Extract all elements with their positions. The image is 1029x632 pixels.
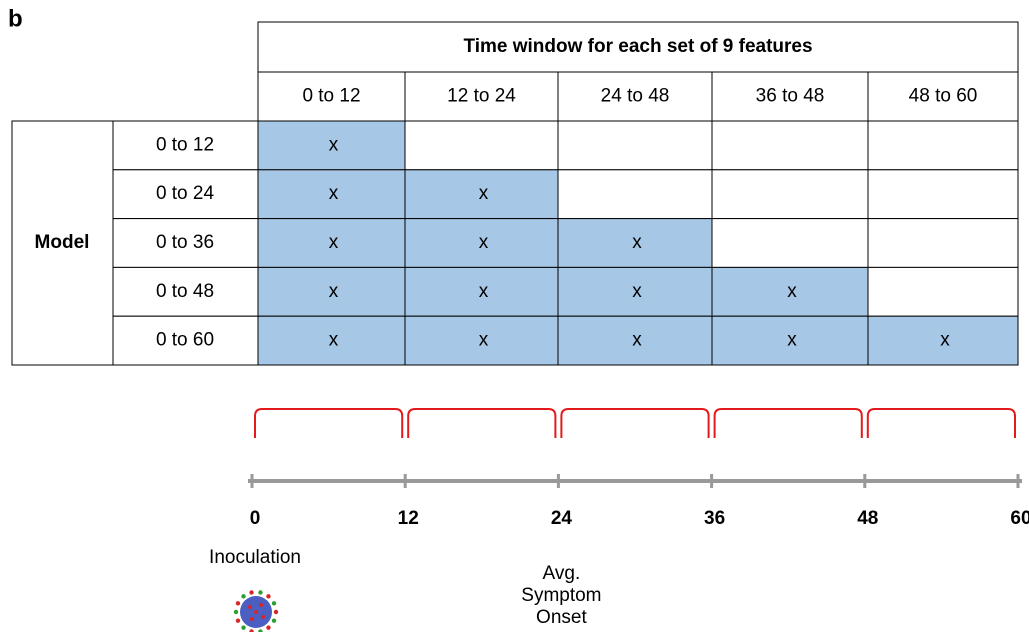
timeline-annotation: Inoculation — [209, 547, 301, 568]
cell — [557, 266, 713, 317]
timeline-tick-label: 36 — [704, 508, 725, 529]
virus-spike — [258, 629, 263, 632]
cell — [711, 266, 869, 317]
virus-spike — [249, 629, 254, 632]
virus-spike — [241, 625, 246, 630]
cell-mark: x — [479, 281, 489, 302]
brace — [254, 408, 404, 438]
cell-mark: x — [479, 330, 489, 351]
cell-mark: x — [329, 183, 339, 204]
virus-spike — [266, 625, 271, 630]
cell — [257, 315, 406, 366]
virus-spike — [249, 590, 254, 595]
virus-dot — [254, 610, 258, 614]
brace — [866, 408, 1016, 438]
virus-spike — [233, 609, 239, 615]
row-group-label: Model — [35, 232, 90, 253]
cell — [867, 169, 1019, 220]
column-header-cell — [557, 71, 713, 122]
row-label-cell — [112, 120, 259, 171]
timeline-annotation: Avg. — [543, 563, 581, 584]
timeline-tick-label: 12 — [398, 508, 419, 529]
panel-label: b — [8, 5, 23, 32]
cell-mark: x — [329, 134, 339, 155]
header-cell — [257, 21, 1019, 73]
timeline-tick-label: 48 — [857, 508, 878, 529]
timeline-tick-label: 24 — [551, 508, 573, 529]
column-header: 12 to 24 — [447, 86, 516, 107]
column-header-cell — [867, 71, 1019, 122]
cell — [711, 120, 869, 171]
cell-mark: x — [329, 281, 339, 302]
cell — [557, 315, 713, 366]
row-label-cell — [112, 218, 259, 268]
virus-dot — [248, 605, 252, 609]
virus-spike — [273, 609, 279, 615]
timeline-annotation: Onset — [536, 607, 587, 628]
virus-spike — [271, 601, 277, 606]
column-header-cell — [257, 71, 406, 122]
cell — [867, 266, 1019, 317]
column-header: 0 to 12 — [302, 86, 360, 107]
cell-mark: x — [787, 330, 797, 351]
cell — [404, 169, 559, 220]
cell — [711, 218, 869, 268]
virus-dot — [261, 615, 265, 619]
cell — [557, 169, 713, 220]
brace — [407, 408, 557, 438]
cell — [404, 120, 559, 171]
virus-spike — [271, 618, 277, 623]
column-header-cell — [711, 71, 869, 122]
timeline-annotation: Symptom — [521, 585, 601, 606]
column-header: 24 to 48 — [601, 86, 670, 107]
cell-mark: x — [329, 232, 339, 253]
virus-spike — [266, 594, 271, 599]
timeline-tick-label: 0 — [250, 508, 261, 529]
row-label-cell — [112, 315, 259, 366]
cell-mark: x — [632, 281, 642, 302]
cell-mark: x — [787, 281, 797, 302]
virus-dot — [250, 617, 254, 621]
cell — [867, 218, 1019, 268]
row-label: 0 to 12 — [156, 134, 214, 155]
cell-mark: x — [479, 232, 489, 253]
cell — [557, 218, 713, 268]
row-label: 0 to 24 — [156, 183, 215, 204]
column-header: 48 to 60 — [909, 86, 978, 107]
row-group-cell — [11, 120, 114, 366]
column-header-cell — [404, 71, 559, 122]
cell — [557, 120, 713, 171]
row-label: 0 to 36 — [156, 232, 214, 253]
virus-spike — [235, 601, 241, 606]
brace — [713, 408, 863, 438]
cell — [257, 218, 406, 268]
cell-mark: x — [479, 183, 489, 204]
virus-dot — [259, 603, 263, 607]
cell — [711, 169, 869, 220]
header-title: Time window for each set of 9 features — [463, 36, 812, 57]
cell-mark: x — [632, 232, 642, 253]
row-label-cell — [112, 169, 259, 220]
row-label-cell — [112, 266, 259, 317]
cell — [867, 315, 1019, 366]
cell — [257, 266, 406, 317]
cell — [867, 120, 1019, 171]
timeline-tick-label: 60 — [1010, 508, 1029, 529]
column-header: 36 to 48 — [756, 86, 825, 107]
cell-mark: x — [329, 330, 339, 351]
cell-mark: x — [632, 330, 642, 351]
row-label: 0 to 48 — [156, 281, 214, 302]
virus-spike — [235, 618, 241, 623]
row-label: 0 to 60 — [156, 330, 214, 351]
virus-spike — [258, 590, 263, 595]
cell-mark: x — [940, 330, 950, 351]
virus-spike — [241, 594, 246, 599]
cell — [404, 266, 559, 317]
brace — [560, 408, 710, 438]
